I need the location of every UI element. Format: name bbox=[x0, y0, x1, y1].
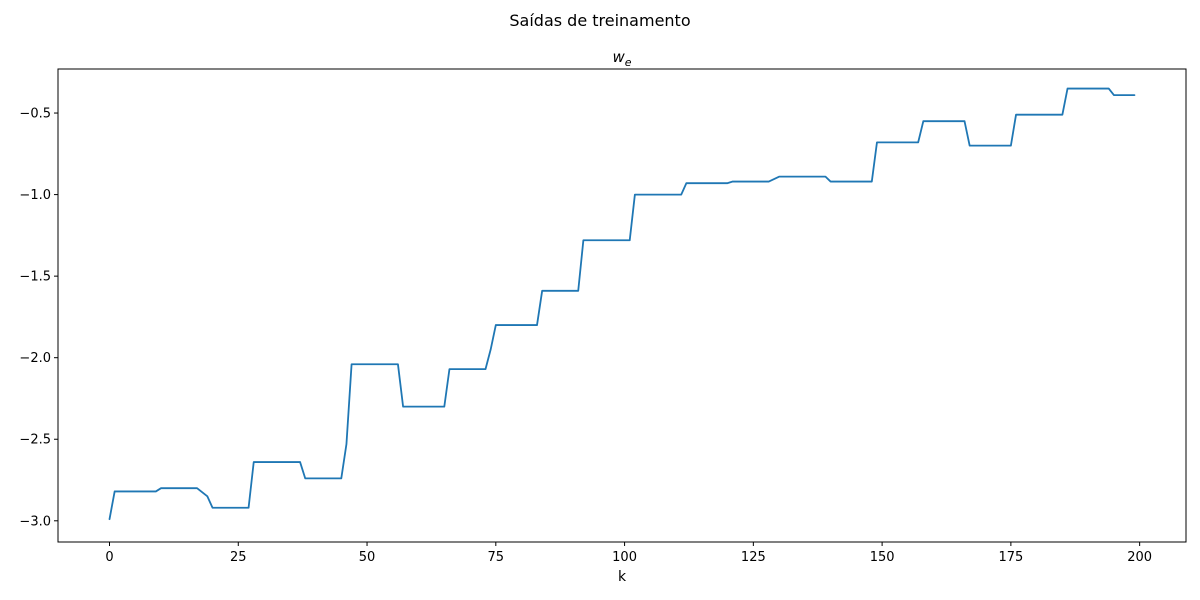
plot-title: we bbox=[612, 48, 631, 69]
figure-suptitle: Saídas de treinamento bbox=[509, 11, 690, 30]
x-tick-label: 200 bbox=[1127, 550, 1152, 565]
plot-title-subscript: e bbox=[625, 56, 632, 69]
y-tick-label: −1.0 bbox=[19, 188, 51, 203]
plot-area-frame bbox=[57, 68, 1187, 543]
y-axis: −3.0 −2.5 −2.0 −1.5 −1.0 −0.5 bbox=[19, 107, 58, 529]
x-tick-label: 50 bbox=[359, 550, 376, 565]
y-tick-label: −2.5 bbox=[19, 433, 51, 448]
y-tick-label: −2.0 bbox=[19, 351, 51, 366]
y-tick-label: −3.0 bbox=[19, 514, 51, 529]
y-tick-label: −0.5 bbox=[19, 107, 51, 122]
x-axis-label: k bbox=[618, 569, 627, 585]
x-tick-label: 25 bbox=[230, 550, 247, 565]
x-tick-label: 75 bbox=[488, 550, 505, 565]
y-tick-label: −1.5 bbox=[19, 270, 51, 285]
plot-title-base: w bbox=[612, 48, 625, 66]
x-tick-label: 175 bbox=[998, 550, 1023, 565]
series-line bbox=[108, 87, 1136, 521]
x-axis: 0 25 50 75 100 125 150 175 200 bbox=[105, 542, 1152, 565]
x-tick-label: 100 bbox=[612, 550, 637, 565]
x-tick-label: 0 bbox=[105, 550, 113, 565]
x-tick-label: 150 bbox=[870, 550, 895, 565]
x-tick-label: 125 bbox=[741, 550, 766, 565]
